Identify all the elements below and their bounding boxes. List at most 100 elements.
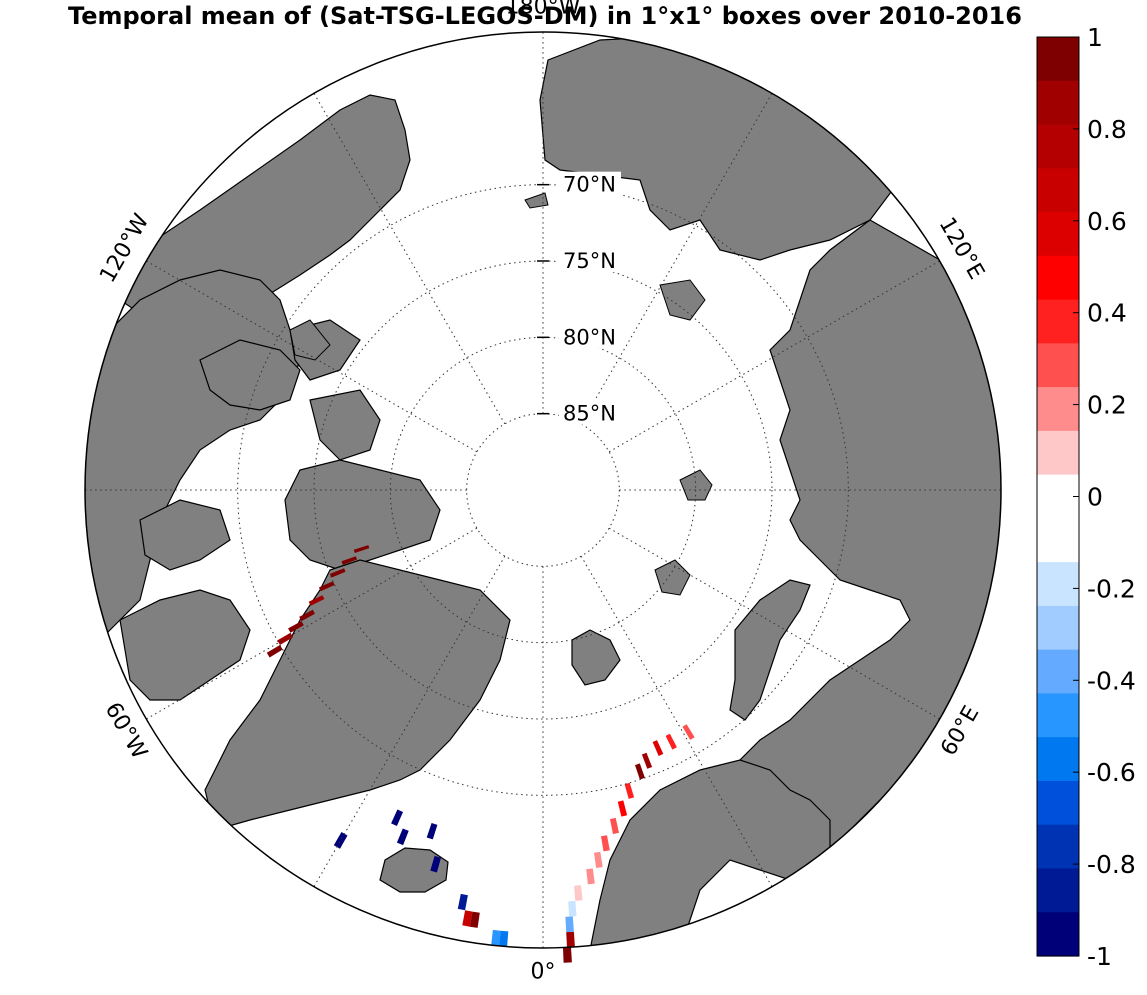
colorbar-segment xyxy=(1037,37,1079,82)
colorbar-segment xyxy=(1037,124,1079,169)
land-baffin xyxy=(119,589,251,701)
data-cell xyxy=(341,556,358,565)
data-cell xyxy=(462,910,473,927)
meridian-240 xyxy=(146,260,478,453)
lat-label-bg xyxy=(559,248,621,272)
map-title: Temporal mean of (Sat-TSG-LEGOS-DM) in 1… xyxy=(68,2,1022,30)
land-greenland xyxy=(204,559,511,831)
lon-label: 180°W xyxy=(506,0,581,20)
colorbar-segment xyxy=(1037,693,1079,738)
colorbar-tick-label: -0.8 xyxy=(1087,850,1136,879)
colorbar-segment xyxy=(1037,868,1079,913)
colorbar-tick-label: -0.6 xyxy=(1087,758,1136,787)
meridian-150 xyxy=(580,93,773,425)
latitude-labels: 70°N 75°N 80°N 85°N xyxy=(537,171,621,426)
data-cell xyxy=(499,930,509,947)
colorbar-segment xyxy=(1037,212,1079,257)
colorbar-segment xyxy=(1037,912,1079,957)
data-cell xyxy=(641,752,653,769)
data-cell xyxy=(391,809,403,826)
data-cell xyxy=(635,763,645,780)
colorbar: 1 0.8 0.6 0.4 0.2 0 -0.2 -0.4 -0.6 -0.8 -1 xyxy=(1036,23,1136,971)
data-cell xyxy=(469,911,480,928)
meridian-330 xyxy=(313,555,506,887)
colorbar-segment xyxy=(1037,343,1079,388)
data-cell xyxy=(610,817,619,835)
data-cell xyxy=(617,800,628,817)
lat-label: 85°N xyxy=(563,402,616,426)
meridian-210 xyxy=(313,93,506,425)
colorbar-tick-label: -1 xyxy=(1087,942,1112,971)
data-cell xyxy=(329,568,346,578)
data-cell xyxy=(624,782,635,799)
meridian-120 xyxy=(608,260,940,453)
lat-label-bg xyxy=(559,324,621,349)
colorbar-tick-label: -0.2 xyxy=(1087,574,1136,603)
lat-circle-70 xyxy=(237,184,849,796)
land-svalbard xyxy=(571,629,621,686)
colorbar-tick-label: -0.4 xyxy=(1087,666,1136,695)
land-canada-islands-1 xyxy=(199,339,301,411)
colorbar-segment xyxy=(1037,299,1079,344)
colorbar-segment xyxy=(1037,518,1079,563)
data-cell xyxy=(601,835,610,852)
meridian-300 xyxy=(146,527,478,720)
colorbar-tick-label: 0.8 xyxy=(1087,115,1127,144)
data-cell xyxy=(652,740,664,756)
lon-label: 0° xyxy=(531,959,556,984)
colorbar-segment xyxy=(1037,737,1079,782)
data-cell xyxy=(566,931,575,948)
data-cell xyxy=(568,900,577,917)
data-cell xyxy=(266,645,283,658)
colorbar-segment xyxy=(1037,649,1079,695)
colorbar-tick-label: 0.4 xyxy=(1087,299,1127,328)
colorbar-segment xyxy=(1037,474,1079,519)
land-iceland xyxy=(379,847,449,893)
data-cell xyxy=(574,885,583,901)
lat-label-bg xyxy=(559,400,621,425)
land-banks-island xyxy=(289,319,331,361)
data-cells xyxy=(266,545,695,963)
land-new-siberian xyxy=(659,279,706,321)
land-franz-josef xyxy=(654,559,691,596)
lat-label: 80°N xyxy=(563,325,616,349)
colorbar-segment xyxy=(1037,780,1079,826)
data-cell xyxy=(682,724,695,740)
colorbar-segment xyxy=(1037,168,1079,213)
colorbar-tick-label: 1 xyxy=(1087,23,1103,52)
colorbar-segment xyxy=(1037,605,1079,651)
graticule xyxy=(85,32,1001,948)
data-cell xyxy=(430,855,441,873)
land-scandinavia xyxy=(589,759,831,948)
colorbar-tick-label: 0.2 xyxy=(1087,391,1127,420)
colorbar-segment xyxy=(1037,255,1079,301)
data-cell xyxy=(396,828,409,846)
data-cell xyxy=(319,581,335,592)
meridian-60 xyxy=(608,527,940,720)
colorbar-segment xyxy=(1037,430,1079,476)
data-cell xyxy=(586,868,595,885)
land-severnaya xyxy=(679,469,713,501)
lat-label: 70°N xyxy=(563,173,616,197)
land-wrangel xyxy=(524,192,549,209)
colorbar-segment xyxy=(1037,824,1079,870)
land-novaya-zemlya xyxy=(729,579,811,721)
data-cell xyxy=(457,893,468,911)
colorbar-segment xyxy=(1037,562,1079,607)
land-ellesmere xyxy=(284,459,441,571)
colorbar-segment xyxy=(1037,80,1079,126)
data-cell xyxy=(426,823,438,840)
meridian-30 xyxy=(580,555,773,887)
data-cell xyxy=(308,595,325,606)
data-cell xyxy=(288,621,304,633)
data-cell xyxy=(299,609,315,622)
land-canada-islands-4 xyxy=(139,499,231,571)
lat-label: 75°N xyxy=(563,249,616,273)
lat-circle-75 xyxy=(313,260,773,720)
colorbar-segment xyxy=(1037,387,1079,432)
data-cell xyxy=(491,929,501,946)
data-cell xyxy=(333,832,348,849)
data-cell xyxy=(665,733,677,750)
map-frame xyxy=(84,31,1002,949)
